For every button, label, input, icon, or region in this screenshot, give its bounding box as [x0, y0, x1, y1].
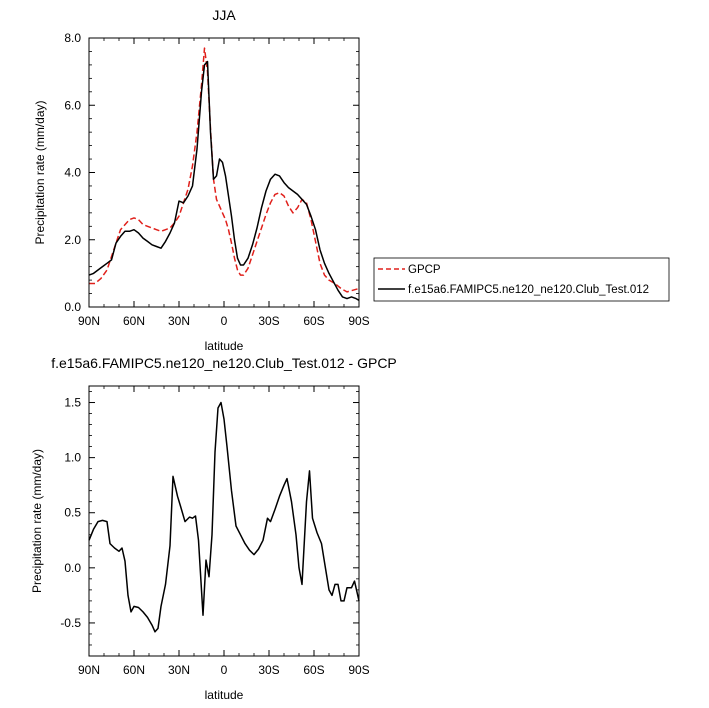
top-x-tick-label: 0: [221, 314, 228, 328]
bottom-x-tick-label: 90N: [78, 663, 100, 677]
legend-label-model: f.e15a6.FAMIPC5.ne120_ne120.Club_Test.01…: [408, 284, 649, 296]
top-x-tick-label: 90N: [78, 314, 100, 328]
bottom-axis-ticks: 90N 60N 30N 0 30S 60S 90S -0.5 0.0 0.5 1.0 1.5: [60, 386, 370, 677]
top-y-tick-label: 4.0: [64, 166, 81, 180]
top-plot-frame: [88, 37, 360, 308]
top-axis-ticks: 90N 60N 30N 0 30S 60S 90S 0.0 2.0 4.0 6.0 8.0: [64, 31, 369, 328]
legend: GPCP f.e15a6.FAMIPC5.ne120_ne120.Club_Te…: [373, 257, 670, 302]
bottom-y-tick-label: 0.5: [64, 506, 81, 520]
bottom-x-tick-label: 30S: [258, 663, 279, 677]
legend-box: [373, 257, 670, 302]
top-x-tick-label: 60S: [303, 314, 324, 328]
bottom-x-tick-label: 60S: [303, 663, 324, 677]
bottom-y-tick-label: 1.5: [64, 396, 81, 410]
bottom-y-tick-label: 1.0: [64, 451, 81, 465]
top-x-tick-label: 60N: [123, 314, 145, 328]
bottom-x-tick-label: 0: [221, 663, 228, 677]
top-series-line-gpcp: [89, 47, 360, 293]
bottom-panel: f.e15a6.FAMIPC5.ne120_ne120.Club_Test.01…: [30, 355, 397, 702]
bottom-series-line-difference: [88, 401, 360, 633]
top-panel: JJA Precipitation rate (mm/day) latitude…: [33, 7, 370, 353]
top-y-tick-label: 6.0: [64, 98, 81, 112]
top-x-tick-label: 90S: [348, 314, 369, 328]
top-series-lines: [88, 47, 360, 301]
bottom-x-tick-label: 90S: [348, 663, 369, 677]
legend-label-gpcp: GPCP: [408, 264, 441, 276]
top-y-tick-label: 2.0: [64, 233, 81, 247]
bottom-series-lines: [88, 401, 360, 633]
bottom-y-tick-label: -0.5: [60, 616, 81, 630]
top-x-tick-label: 30S: [258, 314, 279, 328]
top-y-tick-label: 8.0: [64, 31, 81, 45]
top-series-line-model: [88, 60, 360, 301]
bottom-x-tick-label: 30N: [168, 663, 190, 677]
top-y-axis-label: Precipitation rate (mm/day): [33, 100, 47, 244]
top-x-tick-label: 30N: [168, 314, 190, 328]
bottom-chart-title: f.e15a6.FAMIPC5.ne120_ne120.Club_Test.01…: [51, 355, 397, 371]
bottom-x-axis-label: latitude: [205, 688, 244, 702]
bottom-x-tick-label: 60N: [123, 663, 145, 677]
top-x-axis-label: latitude: [205, 339, 244, 353]
bottom-plot-frame: [88, 385, 360, 657]
top-chart-title: JJA: [212, 7, 236, 23]
bottom-y-tick-label: 0.0: [64, 561, 81, 575]
top-y-tick-label: 0.0: [64, 300, 81, 314]
bottom-y-axis-label: Precipitation rate (mm/day): [30, 449, 44, 593]
